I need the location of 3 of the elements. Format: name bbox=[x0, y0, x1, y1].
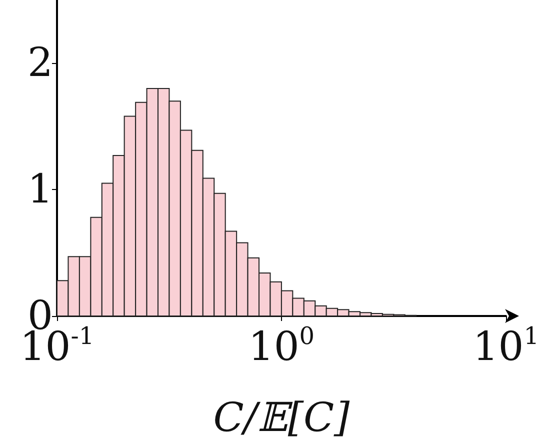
y-tick-label: 2 bbox=[28, 40, 53, 86]
x-axis-title: C/𝔼[C] bbox=[213, 395, 350, 441]
y-tick-label: 1 bbox=[28, 166, 53, 213]
